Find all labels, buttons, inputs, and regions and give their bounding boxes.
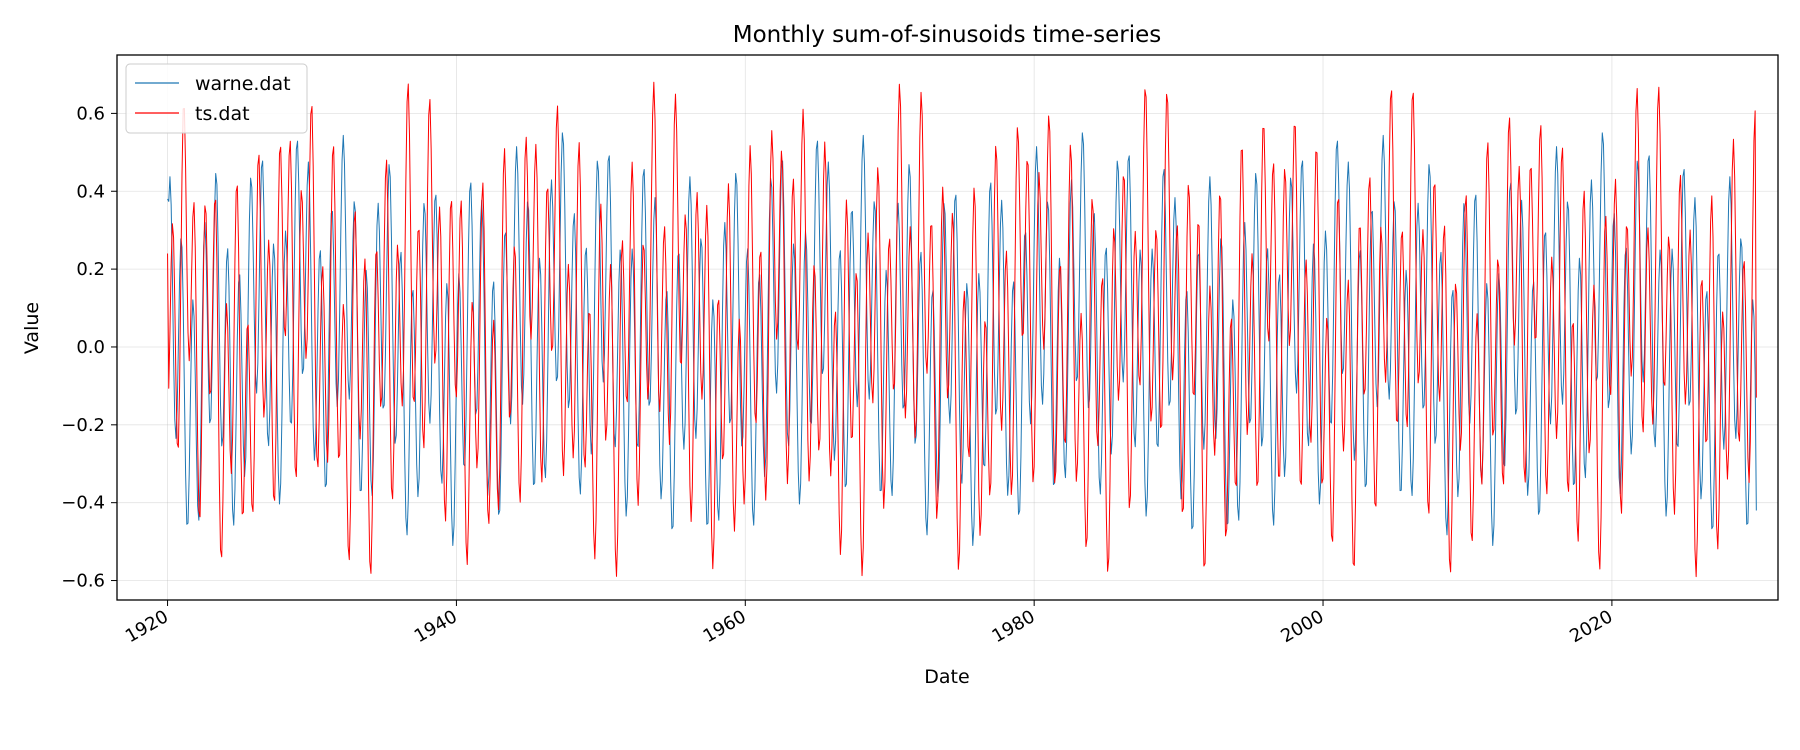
y-tick-label: −0.6 bbox=[61, 571, 105, 592]
series-line-warne-dat bbox=[167, 132, 1757, 546]
y-axis-title: Value bbox=[21, 302, 43, 354]
legend-label-ts: ts.dat bbox=[195, 103, 250, 125]
y-tick-label: 0.2 bbox=[76, 259, 105, 280]
series-line-ts-dat bbox=[167, 81, 1757, 578]
legend: warne.dat ts.dat bbox=[125, 63, 308, 134]
y-tick-label: 0.6 bbox=[76, 103, 105, 124]
y-tick-label: −0.4 bbox=[61, 493, 105, 514]
x-axis-title: Date bbox=[924, 666, 969, 688]
y-tick-label: −0.2 bbox=[61, 415, 105, 436]
chart-title: Monthly sum-of-sinusoids time-series bbox=[733, 22, 1162, 48]
legend-label-warne: warne.dat bbox=[195, 73, 291, 95]
legend-box bbox=[125, 63, 308, 134]
y-tick-label: 0.4 bbox=[76, 181, 105, 202]
plot-frame bbox=[116, 54, 1779, 601]
series-layer bbox=[167, 81, 1757, 578]
y-tick-label: 0.0 bbox=[76, 337, 105, 358]
